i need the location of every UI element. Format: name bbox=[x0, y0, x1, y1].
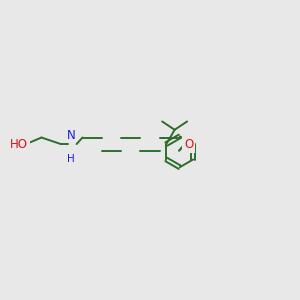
Text: O: O bbox=[184, 138, 193, 151]
Text: H: H bbox=[68, 154, 75, 164]
Text: N: N bbox=[67, 129, 76, 142]
Text: HO: HO bbox=[10, 138, 28, 151]
